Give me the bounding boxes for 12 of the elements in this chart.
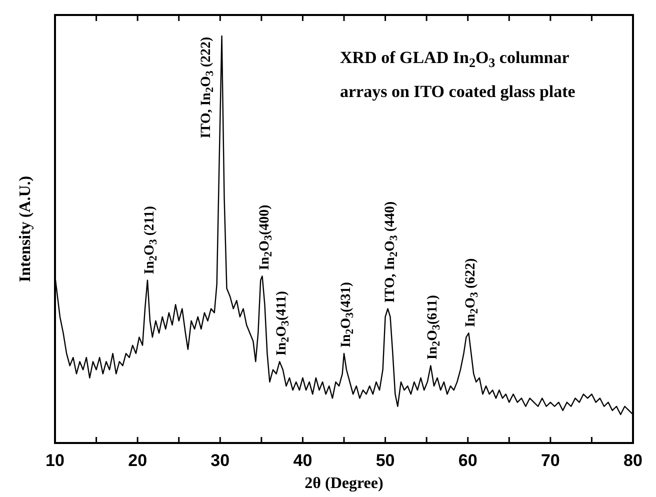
x-tick-label: 50 — [376, 451, 395, 470]
x-tick-label: 60 — [458, 451, 478, 470]
x-axis-title: 2θ (Degree) — [304, 475, 384, 492]
x-tick-label: 30 — [210, 451, 230, 470]
x-tick-label: 10 — [46, 451, 64, 470]
x-tick-label: 20 — [128, 451, 148, 470]
y-axis-title: Intensity (A.U.) — [17, 176, 34, 282]
text: arrays on ITO coated glass plate — [340, 82, 576, 101]
x-tick-label: 80 — [624, 451, 642, 470]
text: XRD of GLAD In$_{2}$O$_{3}$ columnar — [340, 48, 570, 70]
x-tick-label: 70 — [540, 451, 560, 470]
x-tick-label: 40 — [293, 451, 312, 470]
